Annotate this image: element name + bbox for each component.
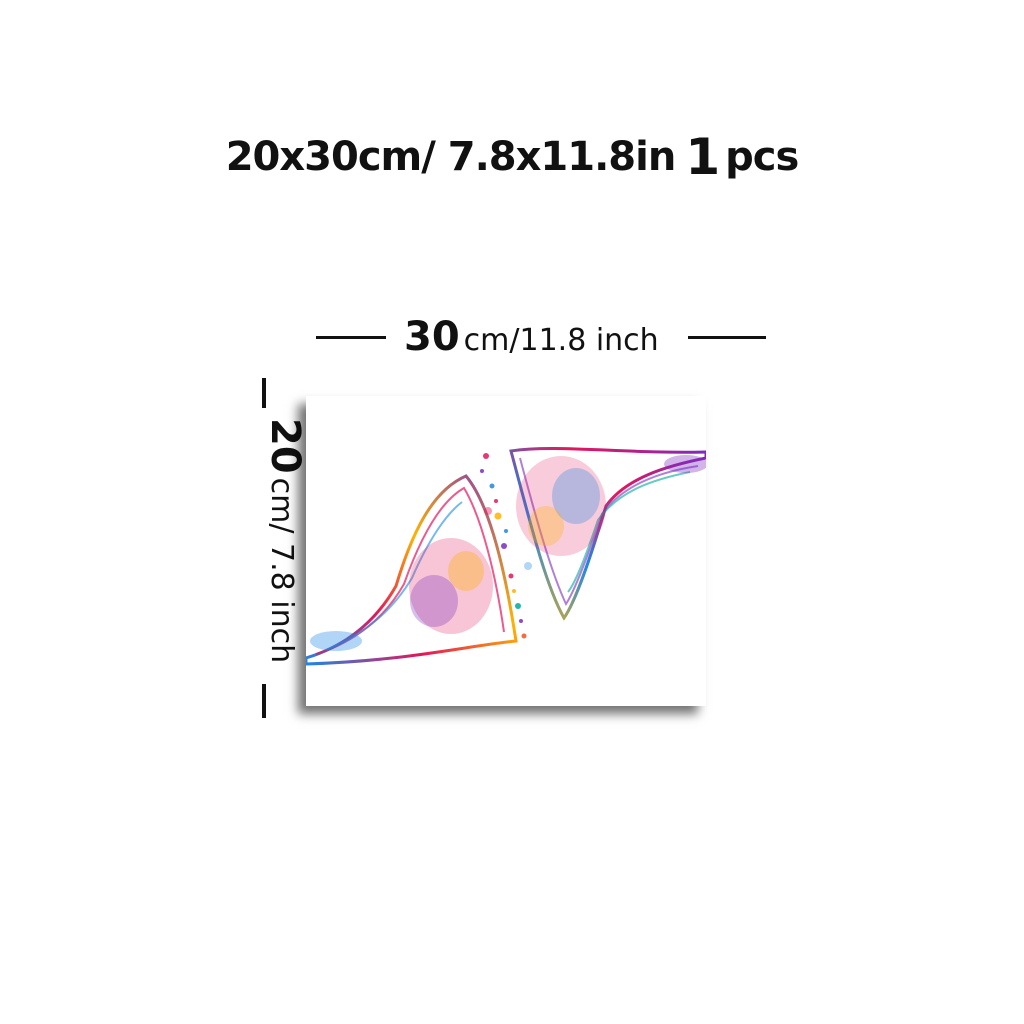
width-dimension-line-right xyxy=(688,336,766,339)
synapse-artwork xyxy=(306,446,706,666)
height-unit: cm/ 7.8 inch xyxy=(264,477,299,664)
quantity-unit: pcs xyxy=(725,134,799,180)
height-dimension-tick-bottom xyxy=(262,684,266,718)
canvas-print xyxy=(306,396,706,706)
width-dimension-line-left xyxy=(316,336,386,339)
width-unit: cm/11.8 inch xyxy=(463,323,659,358)
quantity-number: 1 xyxy=(685,128,720,186)
height-dimension-tick-top xyxy=(262,378,266,408)
width-dimension-label: 30 cm/11.8 inch xyxy=(404,314,659,360)
width-value: 30 xyxy=(404,314,460,360)
size-text: 20x30cm/ 7.8x11.8in xyxy=(225,134,677,180)
height-value: 20 xyxy=(262,418,308,474)
height-dimension-label: 20cm/ 7.8 inch xyxy=(262,418,308,663)
product-size-title: 20x30cm/ 7.8x11.8in 1 pcs xyxy=(0,128,1024,186)
